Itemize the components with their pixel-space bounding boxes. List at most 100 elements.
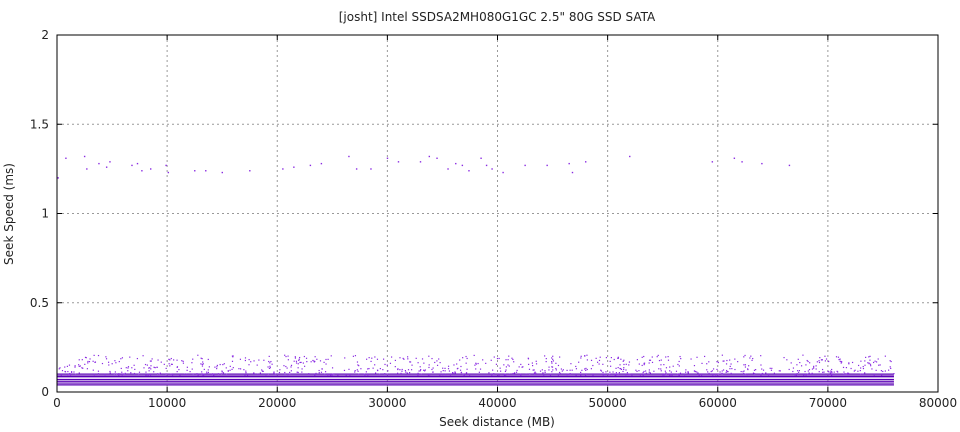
noise-point xyxy=(238,368,240,370)
noise-point xyxy=(111,363,113,365)
noise-point xyxy=(575,374,577,376)
noise-point xyxy=(324,373,326,375)
noise-point xyxy=(762,369,765,371)
x-tick-label: 0 xyxy=(53,396,61,410)
noise-point xyxy=(165,367,167,370)
noise-point xyxy=(78,365,80,367)
noise-point xyxy=(468,374,471,376)
noise-point xyxy=(321,368,323,370)
noise-point xyxy=(101,362,104,365)
noise-point xyxy=(505,369,507,371)
noise-point xyxy=(786,359,788,361)
noise-point xyxy=(857,370,859,372)
noise-point xyxy=(848,363,850,365)
scatter-point xyxy=(355,168,358,170)
x-tick-label: 30000 xyxy=(368,396,406,410)
noise-point xyxy=(417,372,419,374)
noise-point xyxy=(529,373,531,375)
noise-point xyxy=(761,368,763,370)
noise-point xyxy=(156,373,159,375)
noise-point xyxy=(648,362,650,364)
noise-point xyxy=(284,373,286,375)
noise-point xyxy=(861,373,863,375)
noise-point xyxy=(310,361,312,363)
noise-point xyxy=(108,364,110,366)
noise-point xyxy=(377,369,379,372)
noise-point xyxy=(78,364,80,366)
noise-point xyxy=(289,371,291,374)
noise-point xyxy=(605,371,607,373)
noise-point xyxy=(87,362,89,364)
noise-point xyxy=(859,369,861,372)
noise-point xyxy=(244,357,247,359)
noise-point xyxy=(318,369,320,372)
noise-point xyxy=(138,371,141,373)
noise-point xyxy=(150,365,152,367)
noise-point xyxy=(219,363,221,366)
noise-point xyxy=(421,358,424,360)
noise-point xyxy=(125,367,127,369)
noise-point xyxy=(270,360,272,363)
noise-point xyxy=(825,358,828,360)
noise-point xyxy=(457,367,459,369)
noise-point xyxy=(734,358,736,360)
noise-point xyxy=(796,370,799,372)
noise-point xyxy=(602,374,604,376)
noise-point xyxy=(808,372,810,374)
noise-point xyxy=(201,358,203,360)
noise-point xyxy=(519,373,522,375)
noise-point xyxy=(149,367,151,369)
noise-point xyxy=(830,370,832,372)
noise-point xyxy=(499,367,501,369)
noise-point xyxy=(602,371,604,374)
noise-point xyxy=(742,371,744,373)
noise-point xyxy=(354,355,357,357)
noise-point xyxy=(622,360,624,362)
noise-point xyxy=(293,360,295,362)
noise-point xyxy=(823,371,825,373)
noise-point xyxy=(831,371,833,374)
noise-point xyxy=(706,363,708,365)
noise-point xyxy=(150,360,152,362)
noise-point xyxy=(561,370,563,372)
noise-point xyxy=(85,357,87,359)
scatter-point xyxy=(370,168,372,170)
noise-point xyxy=(207,358,209,361)
noise-point xyxy=(200,357,202,359)
noise-point xyxy=(715,373,717,376)
noise-point xyxy=(312,359,314,362)
noise-point xyxy=(638,363,640,365)
noise-point xyxy=(202,361,204,363)
noise-point xyxy=(424,369,426,371)
noise-point xyxy=(660,364,662,366)
noise-point xyxy=(636,359,638,361)
noise-point xyxy=(58,368,60,370)
noise-point xyxy=(409,372,411,374)
noise-point xyxy=(595,357,597,359)
noise-point xyxy=(864,364,866,366)
noise-point xyxy=(466,357,468,360)
noise-point xyxy=(448,370,451,372)
noise-point xyxy=(795,374,797,376)
noise-point xyxy=(475,363,477,365)
noise-point xyxy=(503,364,505,366)
noise-point xyxy=(407,358,409,360)
noise-point xyxy=(367,374,369,376)
noise-point xyxy=(171,374,174,376)
noise-point xyxy=(462,373,464,375)
noise-point xyxy=(615,367,617,369)
scatter-point xyxy=(491,168,493,170)
noise-point xyxy=(812,367,815,369)
noise-point xyxy=(295,362,298,364)
noise-point xyxy=(722,360,724,362)
noise-point xyxy=(580,357,582,359)
noise-point xyxy=(660,368,662,370)
noise-point xyxy=(285,355,287,358)
noise-point xyxy=(838,358,840,361)
noise-point xyxy=(262,370,264,372)
noise-point xyxy=(558,371,561,374)
noise-point xyxy=(740,370,742,373)
noise-point xyxy=(231,360,234,362)
noise-point xyxy=(642,371,644,374)
noise-point xyxy=(306,361,308,363)
